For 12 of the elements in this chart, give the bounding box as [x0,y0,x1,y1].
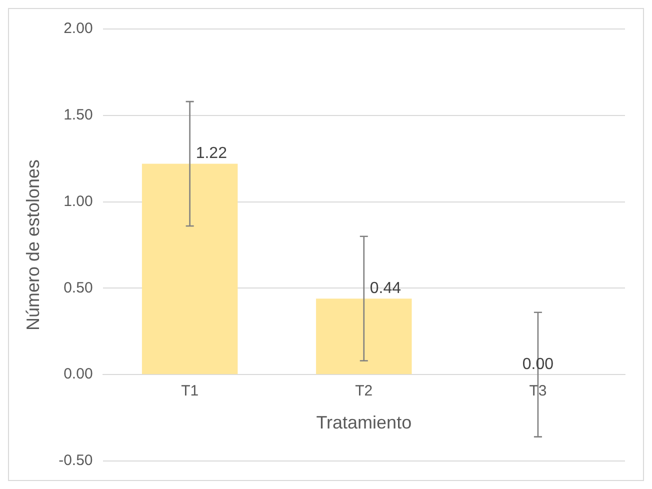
y-axis-title: Número de estolones [22,159,43,331]
y-tick-label: 2.00 [64,20,93,38]
x-tick-label: T1 [181,382,199,400]
x-tick-label: T2 [355,382,373,400]
data-label: 1.22 [196,145,228,162]
x-axis-title: Tratamiento [316,412,412,432]
y-tick-label: 0.50 [64,279,93,296]
y-tick-label: -0.50 [58,452,93,470]
y-tick-label: 1.50 [64,106,93,124]
data-label: 0.44 [370,280,402,297]
y-tick-label: 1.00 [64,192,93,210]
y-tick-label: 0.00 [64,366,93,383]
